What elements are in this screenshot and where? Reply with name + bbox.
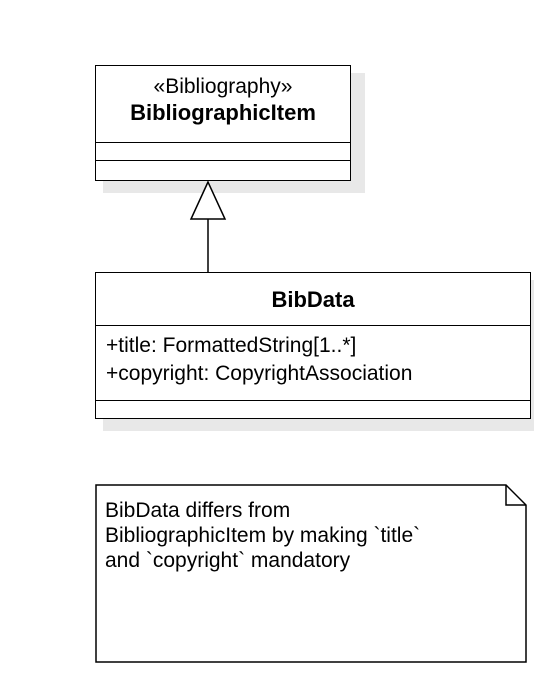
note-fold-corner [505, 485, 526, 506]
note-line: and `copyright` mandatory [105, 549, 351, 572]
class-name: BibData [271, 287, 355, 312]
note-text: BibData differs from BibliographicItem b… [105, 498, 515, 573]
operations-compartment [96, 401, 530, 418]
class-name: BibliographicItem [130, 100, 316, 125]
note-outline [95, 484, 527, 663]
class-header: BibData [96, 273, 530, 326]
attribute-title: +title: FormattedString[1..*] [106, 334, 357, 357]
class-header: «Bibliography» BibliographicItem [96, 66, 350, 143]
generalization-edge[interactable] [189, 180, 227, 272]
class-bibliographic-item[interactable]: «Bibliography» BibliographicItem [95, 65, 351, 181]
note-line: BibData differs from [105, 499, 291, 522]
attributes-compartment: +title: FormattedString[1..*] +copyright… [96, 326, 530, 401]
class-bib-data[interactable]: BibData +title: FormattedString[1..*] +c… [95, 272, 531, 419]
attribute-copyright: +copyright: CopyrightAssociation [106, 362, 413, 385]
attributes-compartment [96, 143, 350, 161]
class-stereotype: «Bibliography» [153, 75, 293, 98]
note-line: BibliographicItem by making `title` [105, 524, 421, 547]
note-shape[interactable] [95, 484, 527, 663]
operations-compartment [96, 161, 350, 179]
generalization-arrowhead [189, 180, 227, 220]
